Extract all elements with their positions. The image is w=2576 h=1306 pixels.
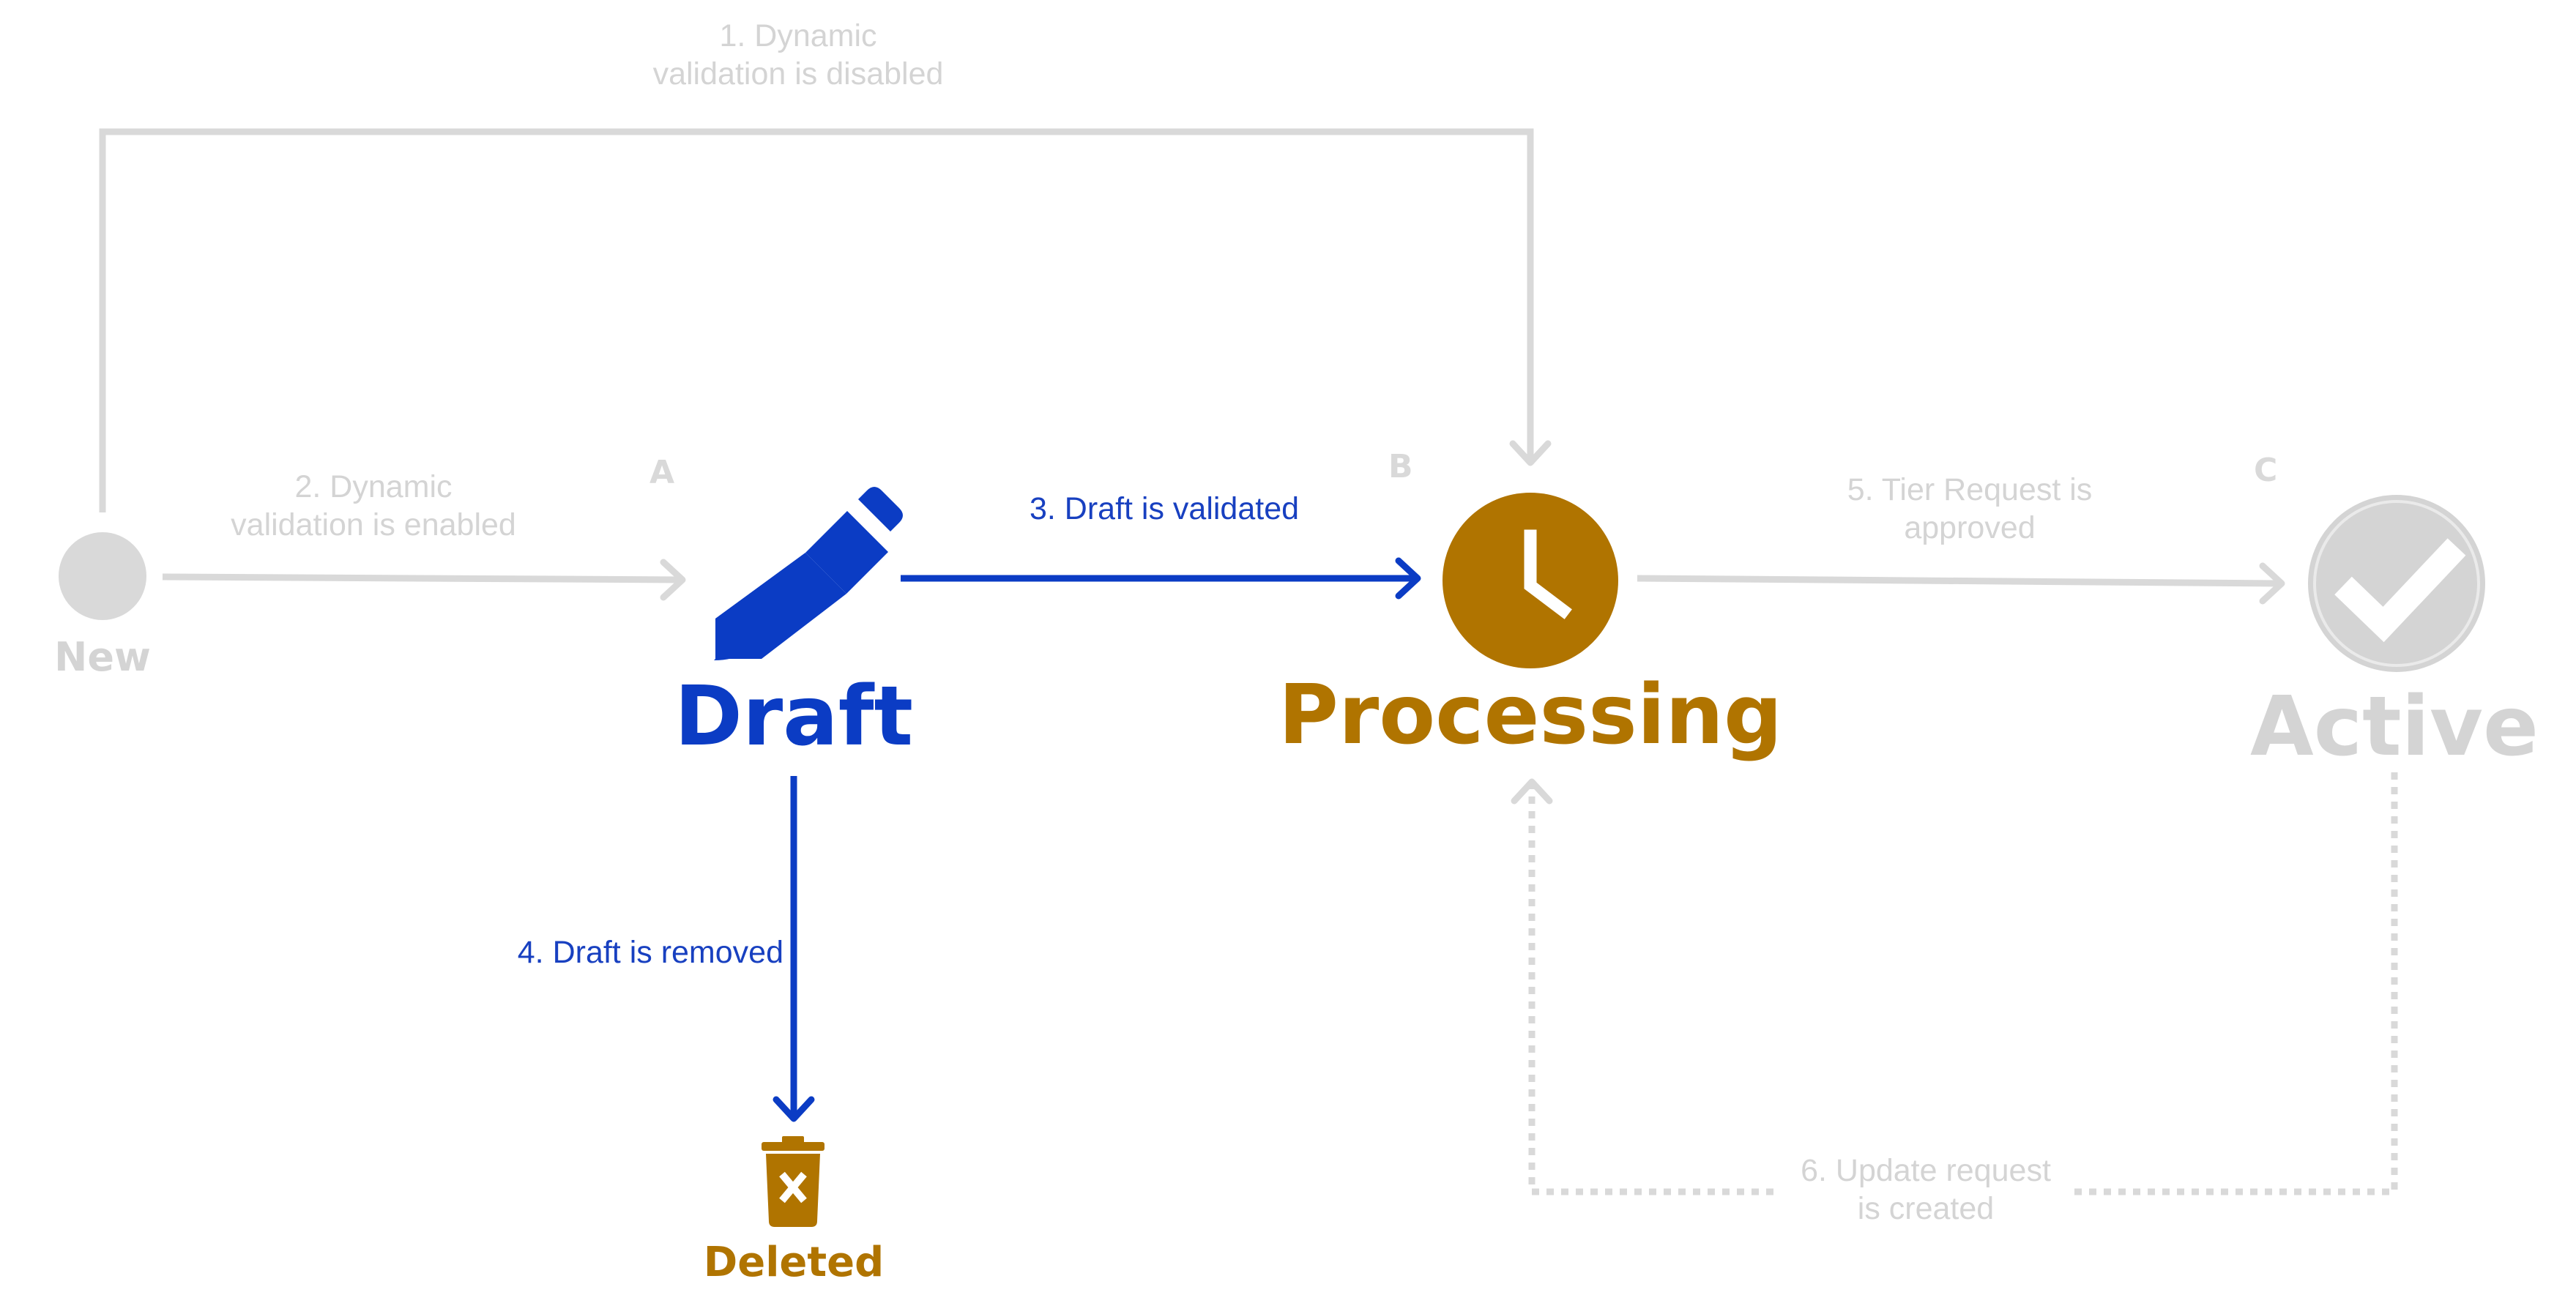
- arrow-processing-to-active: [1637, 575, 2281, 587]
- transition-label-2: 2. Dynamic validation is enabled: [231, 469, 516, 542]
- arrowhead-processing-to-active: [2259, 562, 2285, 605]
- state-label-draft: Draft: [674, 669, 914, 764]
- arrowhead-draft-to-processing: [1395, 557, 1421, 600]
- arrow-new-to-draft: [162, 573, 682, 583]
- transition-label-5: 5. Tier Request is approved: [1847, 472, 2093, 545]
- arrow-active-to-processing-left: [1528, 785, 1773, 1195]
- arrow-active-to-processing: [2071, 772, 2398, 1195]
- arrow-new-to-processing: [99, 128, 1534, 512]
- arrowhead-draft-to-deleted: [773, 1096, 815, 1122]
- clock-icon: [1443, 493, 1618, 668]
- checkmark-icon: [2308, 495, 2485, 672]
- state-tag-b: B: [1388, 448, 1413, 485]
- transition-label-4: 4. Draft is removed: [517, 935, 783, 970]
- arrowhead-active-to-processing: [1511, 778, 1553, 805]
- state-label-deleted: Deleted: [703, 1239, 885, 1286]
- state-tag-a: A: [649, 454, 675, 491]
- state-label-processing: Processing: [1278, 668, 1783, 763]
- state-tag-c: C: [2254, 452, 2278, 489]
- pencil-icon: [714, 487, 903, 660]
- trash-icon: [762, 1136, 824, 1227]
- transition-label-6: 6. Update request is created: [1801, 1153, 2051, 1226]
- state-label-active: Active: [2250, 679, 2539, 775]
- circle-icon: [59, 532, 146, 620]
- arrowhead-new-to-draft: [660, 559, 686, 601]
- state-label-new: New: [54, 634, 151, 680]
- transition-label-1: 1. Dynamic validation is disabled: [652, 18, 944, 92]
- arrowhead-new-to-processing: [1509, 440, 1552, 466]
- transition-label-3: 3. Draft is validated: [1029, 491, 1300, 526]
